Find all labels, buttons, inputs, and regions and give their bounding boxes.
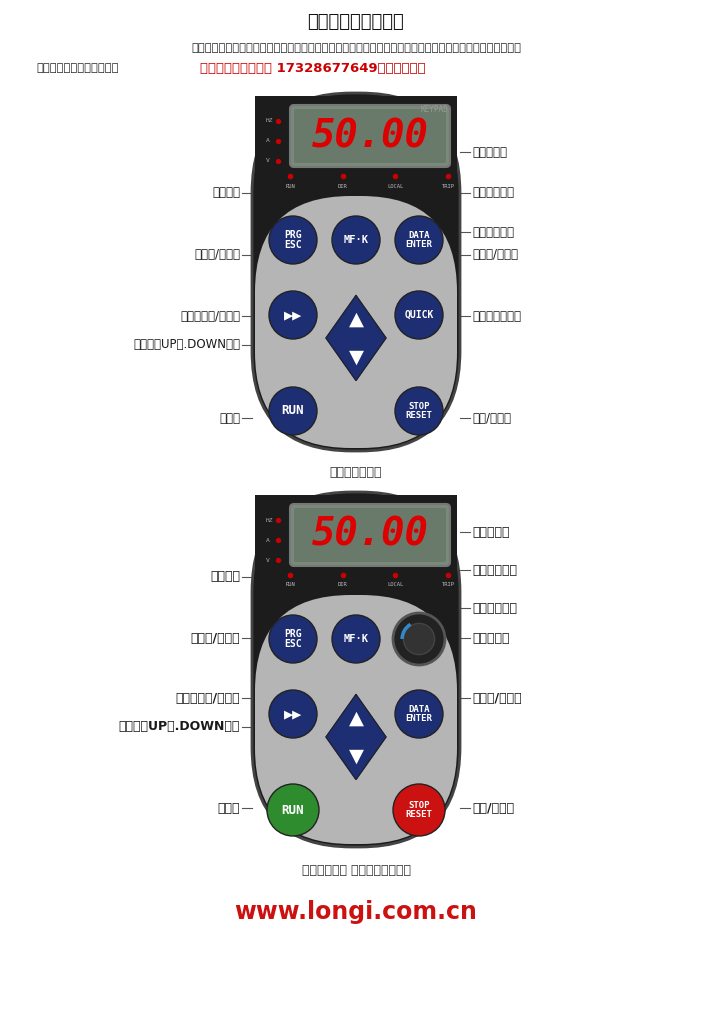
Text: 电位器旋钮: 电位器旋钮 [472, 632, 510, 644]
Text: 单位指示: 单位指示 [210, 570, 240, 584]
Text: www.longi.com.cn: www.longi.com.cn [235, 900, 478, 924]
Circle shape [332, 216, 380, 264]
Text: 运行状态指示: 运行状态指示 [472, 563, 517, 577]
Bar [255, 96, 457, 193]
Text: TRIP: TRIP [441, 183, 454, 188]
FancyBboxPatch shape [252, 93, 460, 451]
FancyBboxPatch shape [255, 595, 457, 844]
Text: RUN: RUN [285, 183, 295, 188]
Text: 用操作面板，可对变频器进行功能参数修改、变频器工作状态监控和变频器运行控制（起动、停止）等操作，: 用操作面板，可对变频器进行功能参数修改、变频器工作状态监控和变频器运行控制（起动… [191, 43, 521, 53]
Text: 单位指示: 单位指示 [212, 186, 240, 200]
Text: 工控产品维修收售： 17328677649（微信电话）: 工控产品维修收售： 17328677649（微信电话） [200, 61, 426, 75]
Polygon shape [326, 296, 386, 381]
Text: QUICK: QUICK [404, 310, 434, 319]
Text: 运行状态指示: 运行状态指示 [472, 186, 514, 200]
Circle shape [393, 613, 445, 665]
Text: STOP
RESET: STOP RESET [406, 401, 433, 420]
Text: 菜单键/退出键: 菜单键/退出键 [194, 249, 240, 261]
Text: 修改键（UP键.DOWN键）: 修改键（UP键.DOWN键） [133, 339, 240, 351]
Circle shape [269, 216, 317, 264]
Text: 菜单模式选择键: 菜单模式选择键 [472, 309, 521, 323]
Text: LOCAL: LOCAL [387, 183, 404, 188]
Text: 操作面板示意图: 操作面板示意图 [329, 466, 382, 478]
FancyBboxPatch shape [255, 196, 457, 449]
Text: STOP
RESET: STOP RESET [406, 801, 433, 819]
Text: 停止/复位键: 停止/复位键 [472, 412, 511, 425]
Text: PRG
ESC: PRG ESC [284, 229, 302, 251]
Circle shape [393, 784, 445, 836]
Text: V: V [266, 159, 270, 164]
FancyBboxPatch shape [290, 105, 450, 167]
Circle shape [269, 615, 317, 663]
Circle shape [395, 291, 443, 339]
Circle shape [267, 784, 319, 836]
Circle shape [404, 624, 435, 654]
Text: MF·K: MF·K [344, 634, 369, 644]
Text: RUN: RUN [282, 404, 304, 418]
Text: DIR: DIR [338, 583, 347, 588]
Text: ▼: ▼ [349, 347, 364, 367]
Circle shape [395, 216, 443, 264]
Text: DIR: DIR [338, 183, 347, 188]
Text: A: A [266, 538, 270, 543]
Text: 50.00: 50.00 [312, 516, 429, 554]
Text: 监视状态键/移位键: 监视状态键/移位键 [180, 309, 240, 323]
Text: 多功能选择键: 多功能选择键 [472, 225, 514, 239]
Text: 数据键/确认键: 数据键/确认键 [472, 249, 518, 261]
Text: DATA
ENTER: DATA ENTER [406, 705, 433, 723]
FancyBboxPatch shape [294, 109, 446, 163]
Text: 数码管显示: 数码管显示 [472, 145, 507, 159]
Circle shape [395, 387, 443, 435]
Text: RUN: RUN [285, 583, 295, 588]
Text: KEYPAD: KEYPAD [420, 105, 448, 114]
Text: 50.00: 50.00 [312, 117, 429, 155]
Text: 菜单键/退出键: 菜单键/退出键 [190, 632, 240, 644]
Text: TRIP: TRIP [441, 583, 454, 588]
Text: HZ: HZ [266, 119, 274, 124]
Text: DATA
ENTER: DATA ENTER [406, 230, 433, 250]
Text: 监视状态键/移位键: 监视状态键/移位键 [175, 691, 240, 705]
Text: （带电位器） 操作面板２示意图: （带电位器） 操作面板２示意图 [302, 863, 411, 877]
Bar [255, 495, 457, 592]
Text: RUN: RUN [282, 804, 304, 816]
Text: 运行键: 运行键 [217, 802, 240, 814]
Text: ▶▶: ▶▶ [284, 707, 302, 722]
Text: 数码管显示: 数码管显示 [472, 525, 510, 539]
Circle shape [269, 690, 317, 738]
Polygon shape [326, 694, 386, 779]
Text: 运行键: 运行键 [219, 412, 240, 425]
Text: ▶▶: ▶▶ [284, 307, 302, 323]
Text: 修改键（UP键.DOWN键）: 修改键（UP键.DOWN键） [118, 721, 240, 733]
Text: 其外型及功能如下图所示：: 其外型及功能如下图所示： [36, 63, 118, 73]
Text: ▼: ▼ [349, 746, 364, 766]
Text: 数据键/确认键: 数据键/确认键 [472, 691, 522, 705]
Text: V: V [266, 557, 270, 562]
FancyBboxPatch shape [290, 504, 450, 566]
Text: 多功能选择键: 多功能选择键 [472, 601, 517, 614]
Text: 停止/复位键: 停止/复位键 [472, 802, 514, 814]
Circle shape [332, 615, 380, 663]
FancyBboxPatch shape [252, 492, 460, 847]
Text: MF·K: MF·K [344, 234, 369, 245]
FancyBboxPatch shape [294, 508, 446, 562]
Text: ▲: ▲ [349, 309, 364, 329]
Text: 操作与显示界面介绍: 操作与显示界面介绍 [307, 13, 404, 31]
Text: LOCAL: LOCAL [387, 583, 404, 588]
Text: PRG
ESC: PRG ESC [284, 629, 302, 649]
Text: ▲: ▲ [349, 709, 364, 727]
Circle shape [269, 291, 317, 339]
Text: A: A [266, 138, 270, 143]
Circle shape [395, 690, 443, 738]
Circle shape [269, 387, 317, 435]
Text: HZ: HZ [266, 517, 274, 522]
